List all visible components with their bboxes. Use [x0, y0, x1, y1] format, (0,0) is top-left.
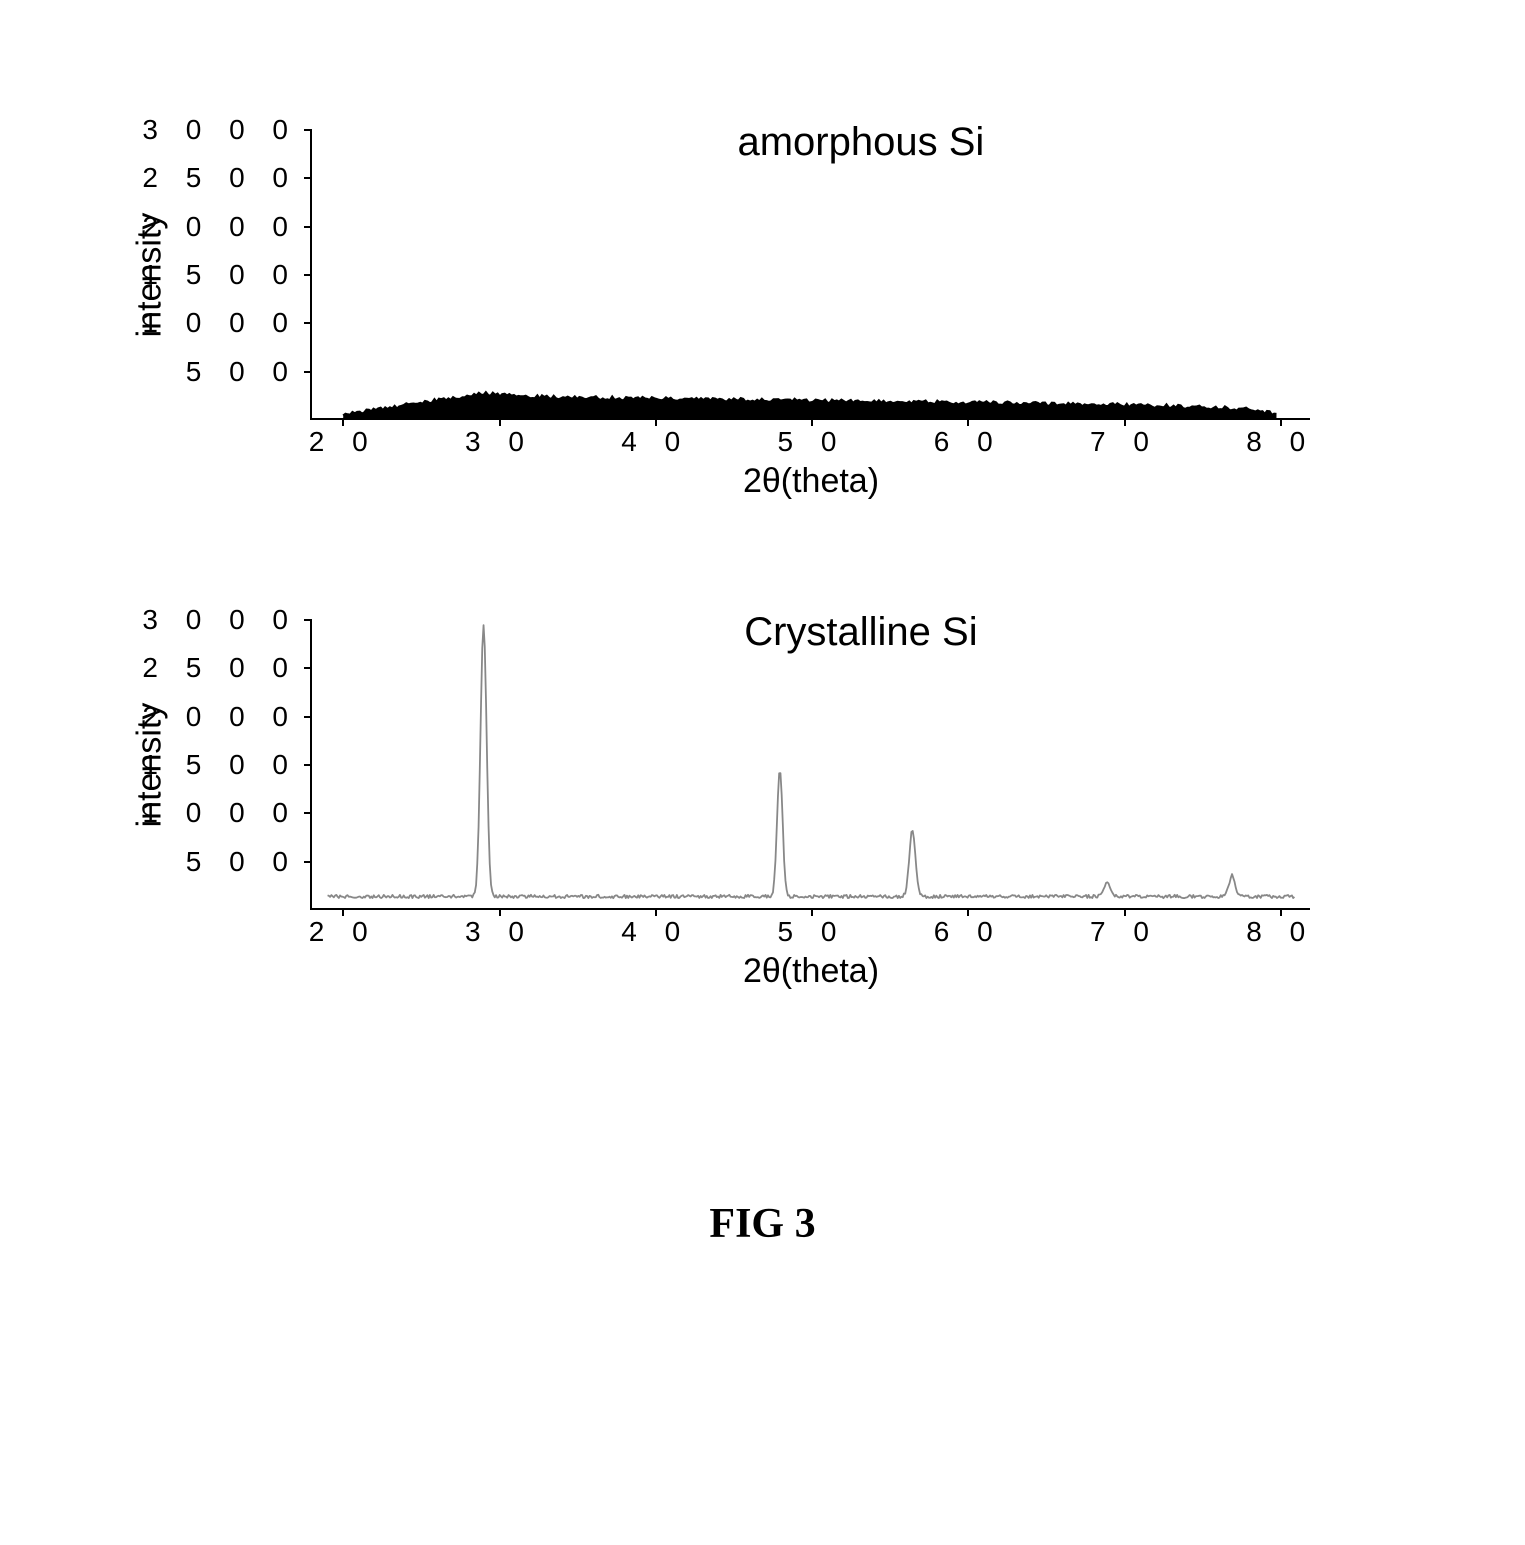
- y-tick-label: 5 0 0: [186, 356, 298, 388]
- y-tick-mark: [304, 226, 312, 228]
- x-tick-mark: [1280, 908, 1282, 916]
- y-tick-mark: [304, 274, 312, 276]
- y-tick-mark: [304, 716, 312, 718]
- series-line: [328, 625, 1295, 898]
- x-tick-label: 7 0: [1090, 426, 1159, 458]
- x-tick-mark: [811, 908, 813, 916]
- amorphous-chart-area: amorphous Si 2θ(theta) 5 0 01 0 0 01 5 0…: [310, 130, 1310, 420]
- x-tick-label: 2 0: [309, 916, 378, 948]
- y-tick-label: 2 0 0 0: [142, 701, 298, 733]
- amorphous-svg: [312, 130, 1310, 418]
- x-tick-mark: [967, 908, 969, 916]
- x-tick-mark: [499, 418, 501, 426]
- amorphous-panel: intensity amorphous Si 2θ(theta) 5 0 01 …: [150, 130, 1350, 500]
- x-tick-label: 6 0: [934, 916, 1003, 948]
- figure-caption: FIG 3: [709, 1200, 815, 1248]
- x-tick-label: 3 0: [465, 916, 534, 948]
- y-tick-label: 1 5 0 0: [142, 259, 298, 291]
- x-tick-label: 4 0: [621, 916, 690, 948]
- x-tick-label: 6 0: [934, 426, 1003, 458]
- x-tick-mark: [1280, 418, 1282, 426]
- y-tick-mark: [304, 322, 312, 324]
- x-tick-label: 8 0: [1246, 916, 1315, 948]
- x-tick-mark: [967, 418, 969, 426]
- x-tick-label: 8 0: [1246, 426, 1315, 458]
- x-tick-label: 7 0: [1090, 916, 1159, 948]
- y-tick-mark: [304, 667, 312, 669]
- x-tick-label: 3 0: [465, 426, 534, 458]
- y-tick-label: 1 0 0 0: [142, 797, 298, 829]
- x-tick-mark: [342, 908, 344, 916]
- y-tick-mark: [304, 812, 312, 814]
- y-tick-label: 5 0 0: [186, 846, 298, 878]
- x-tick-label: 5 0: [778, 916, 847, 948]
- x-tick-mark: [811, 418, 813, 426]
- y-tick-label: 1 5 0 0: [142, 749, 298, 781]
- y-tick-mark: [304, 861, 312, 863]
- y-tick-mark: [304, 764, 312, 766]
- x-tick-label: 4 0: [621, 426, 690, 458]
- y-tick-mark: [304, 177, 312, 179]
- y-tick-label: 3 0 0 0: [142, 604, 298, 636]
- figure-page: intensity amorphous Si 2θ(theta) 5 0 01 …: [0, 0, 1525, 1545]
- crystalline-panel: intensity Crystalline Si 2θ(theta) 5 0 0…: [150, 620, 1350, 990]
- x-tick-mark: [1124, 418, 1126, 426]
- x-tick-mark: [1124, 908, 1126, 916]
- x-axis-label: 2θ(theta): [743, 952, 879, 991]
- x-tick-mark: [342, 418, 344, 426]
- y-tick-mark: [304, 371, 312, 373]
- crystalline-svg: [312, 620, 1310, 908]
- y-tick-mark: [304, 129, 312, 131]
- y-tick-label: 2 5 0 0: [142, 652, 298, 684]
- x-tick-label: 2 0: [309, 426, 378, 458]
- x-tick-mark: [655, 418, 657, 426]
- y-tick-label: 2 5 0 0: [142, 162, 298, 194]
- y-tick-label: 1 0 0 0: [142, 307, 298, 339]
- x-tick-mark: [499, 908, 501, 916]
- x-tick-mark: [655, 908, 657, 916]
- x-axis-label: 2θ(theta): [743, 462, 879, 501]
- y-tick-mark: [304, 619, 312, 621]
- y-tick-label: 2 0 0 0: [142, 211, 298, 243]
- y-tick-label: 3 0 0 0: [142, 114, 298, 146]
- x-tick-label: 5 0: [778, 426, 847, 458]
- crystalline-chart-area: Crystalline Si 2θ(theta) 5 0 01 0 0 01 5…: [310, 620, 1310, 910]
